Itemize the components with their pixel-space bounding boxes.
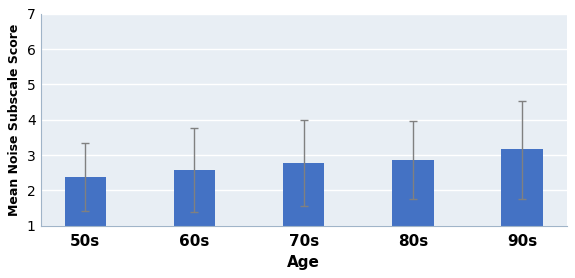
- Bar: [174, 170, 215, 226]
- X-axis label: Age: Age: [287, 255, 320, 270]
- Y-axis label: Mean Noise Subscale Score: Mean Noise Subscale Score: [8, 24, 21, 216]
- Bar: [501, 149, 543, 226]
- Bar: [283, 163, 324, 226]
- Bar: [64, 177, 106, 226]
- Bar: [392, 160, 434, 226]
